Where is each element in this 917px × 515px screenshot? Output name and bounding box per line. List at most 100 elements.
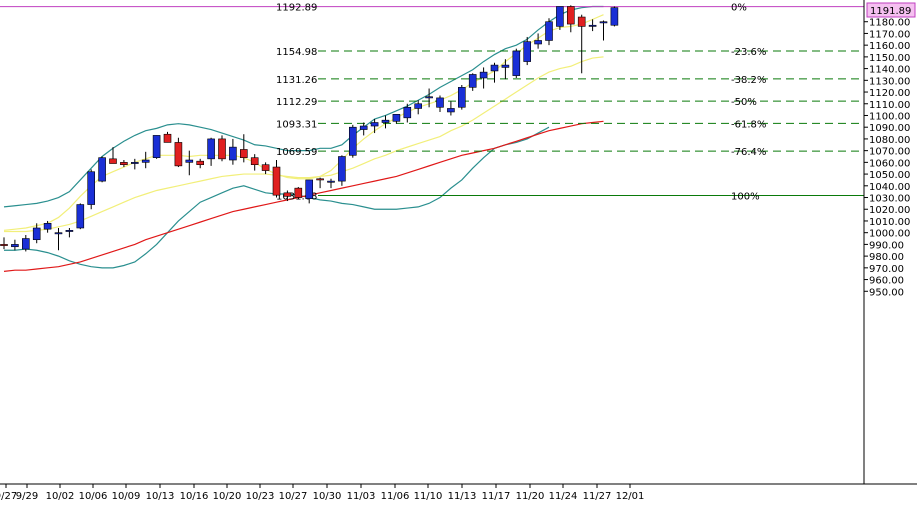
y-tick-label: 1050.00 — [869, 170, 910, 181]
x-tick-label: 11/13 — [448, 491, 477, 502]
candle-body — [534, 40, 542, 45]
y-tick-label: 970.00 — [869, 264, 904, 275]
x-tick-label: 10/02 — [46, 491, 75, 502]
candle-body — [490, 64, 499, 72]
y-tick-label: 1140.00 — [869, 65, 910, 76]
candle-body — [272, 166, 281, 196]
candle-body — [218, 138, 226, 160]
candle-body — [392, 114, 401, 122]
y-tick-label: 990.00 — [869, 240, 904, 251]
y-tick-label: 1060.00 — [869, 158, 910, 169]
candle-body — [566, 6, 575, 25]
fib-percent-label: 100% — [731, 192, 760, 203]
y-tick-label: 1100.00 — [869, 111, 910, 122]
x-tick-label: 10/23 — [246, 491, 275, 502]
y-tick-label: 1110.00 — [869, 100, 910, 111]
candle-body — [261, 164, 270, 171]
fib-price-label: 1093.31 — [276, 119, 317, 130]
fib-percent-label: -50% — [731, 97, 757, 108]
candle-body — [359, 125, 368, 130]
y-tick-label: 1080.00 — [869, 135, 910, 146]
candle-body — [577, 16, 586, 27]
candle-body — [403, 106, 412, 119]
candle-body — [229, 146, 237, 161]
x-tick-label: 11/10 — [414, 491, 443, 502]
last-price-marker: 1191.89 — [866, 2, 916, 18]
candle-body — [240, 149, 248, 158]
candle-body — [338, 156, 346, 182]
candle-body — [120, 162, 128, 166]
candle-body — [141, 159, 150, 163]
fib-percent-label: -61.8% — [731, 119, 766, 130]
candle-body — [87, 171, 95, 205]
y-tick-label: 950.00 — [869, 287, 904, 298]
x-tick-label: 11/06 — [381, 491, 410, 502]
x-tick-label: 11/24 — [549, 491, 578, 502]
fib-percent-label: 0% — [731, 3, 747, 14]
fib-price-label: 1192.89 — [276, 3, 317, 14]
candle-body — [501, 64, 510, 68]
candle-body — [425, 96, 433, 99]
candle-body — [283, 192, 292, 197]
y-tick-label: 1030.00 — [869, 194, 910, 205]
x-tick-label: 11/27 — [583, 491, 612, 502]
x-tick-label: 9/29 — [16, 491, 38, 502]
candle-body — [479, 71, 488, 79]
candle-body — [348, 126, 357, 156]
candle-body — [512, 50, 521, 76]
candle-body — [98, 157, 106, 182]
x-tick-label: 10/20 — [213, 491, 242, 502]
candle-body — [414, 103, 423, 109]
candle-body — [610, 7, 619, 26]
candle-body — [381, 119, 390, 123]
fib-percent-label: -38.2% — [731, 75, 766, 86]
y-tick-label: 980.00 — [869, 252, 904, 263]
overlay-sma-slow — [3, 120, 604, 272]
y-tick-label: 1040.00 — [869, 182, 910, 193]
candle-body — [457, 87, 466, 108]
y-tick-label: 960.00 — [869, 276, 904, 287]
y-tick-label: 1000.00 — [869, 229, 910, 240]
candle-body — [316, 178, 324, 181]
candle-body — [447, 108, 455, 113]
y-tick-label: 1010.00 — [869, 217, 910, 228]
candle-body — [11, 244, 19, 248]
candle-body — [250, 157, 259, 166]
fib-price-label: 1154.98 — [276, 47, 317, 58]
x-tick-label: 10/27 — [279, 491, 308, 502]
candle-body — [294, 187, 303, 198]
overlay-ema-mid — [4, 56, 604, 233]
x-tick-label: 10/06 — [79, 491, 108, 502]
y-axis-ticks: 950.00960.00970.00980.00990.001000.00101… — [864, 18, 910, 298]
candle-body — [131, 162, 139, 164]
x-tick-label: 11/20 — [516, 491, 545, 502]
x-tick-label: 11/03 — [347, 491, 376, 502]
candle-body — [174, 142, 183, 167]
candle-body — [109, 158, 117, 164]
last-price-label: 1191.89 — [870, 6, 911, 17]
candle-body — [185, 159, 194, 163]
candle-body — [545, 21, 553, 41]
x-tick-label: 11/17 — [482, 491, 511, 502]
candle-body — [370, 122, 379, 127]
fib-price-label: 1069.59 — [276, 147, 317, 158]
x-axis-ticks: 9/279/29 10/02 10/06 10/09 10/13 10/16 10/20 10… — [0, 484, 644, 502]
candle-body — [152, 135, 161, 158]
candle-body — [21, 238, 30, 250]
overlay-upper-bollinger — [3, 5, 604, 208]
candle-body — [163, 133, 172, 143]
plot-area — [0, 0, 864, 484]
candle-body — [54, 232, 63, 235]
candle-body — [556, 6, 564, 27]
candle-body — [43, 223, 52, 230]
x-tick-label: 10/13 — [146, 491, 175, 502]
y-tick-label: 1020.00 — [869, 205, 910, 216]
candle-body — [436, 97, 444, 108]
fib-percent-label: -23.6% — [731, 47, 766, 58]
y-tick-label: 1130.00 — [869, 76, 910, 87]
y-tick-label: 1160.00 — [869, 41, 910, 52]
candle-body — [523, 41, 532, 62]
candle-body — [599, 21, 608, 24]
candles — [0, 5, 619, 252]
